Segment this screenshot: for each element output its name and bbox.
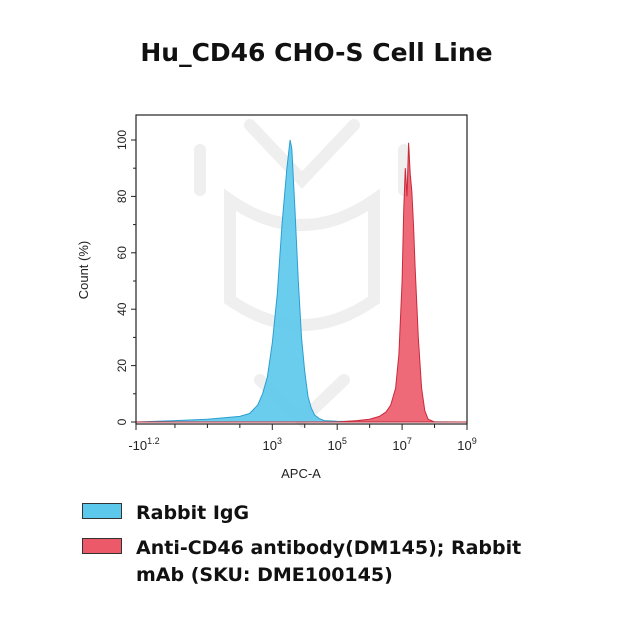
legend-label-igg: Rabbit IgG	[136, 502, 250, 524]
y-tick-label-0: 0	[115, 418, 129, 425]
plot-frame	[135, 114, 468, 425]
legend-swatch-igg	[82, 503, 122, 519]
chart-title: Hu_CD46 CHO-S Cell Line	[140, 38, 493, 67]
y-axis: 0 20 40 60 80 100	[115, 130, 136, 425]
legend-item-rabbit-igg: Rabbit IgG	[82, 500, 249, 527]
legend-swatch-anti-cd46	[82, 538, 122, 554]
x-axis-label: APC-A	[281, 466, 321, 481]
y-tick-label-40: 40	[115, 302, 129, 316]
x-tick-label-4: 109	[457, 436, 476, 453]
legend-label-anti-cd46: Anti-CD46 antibody(DM145); Rabbit mAb (S…	[136, 537, 522, 586]
y-tick-label-100: 100	[115, 130, 129, 150]
x-tick-label-3: 107	[392, 436, 411, 453]
series-area-1	[136, 142, 467, 423]
x-tick-label-0: -101.2	[128, 436, 159, 453]
x-tick-label-2: 105	[327, 436, 346, 453]
x-tick-label-1: 103	[263, 436, 282, 453]
series-area-0	[135, 139, 468, 423]
y-tick-label-80: 80	[115, 189, 129, 203]
watermark-logo	[194, 119, 410, 429]
legend-item-anti-cd46: Anti-CD46 antibody(DM145); Rabbit mAb (S…	[82, 535, 552, 589]
y-axis-label: Count (%)	[76, 241, 91, 300]
x-axis: -101.2 103 105 107 109	[128, 424, 477, 453]
y-tick-label-20: 20	[115, 359, 129, 373]
y-tick-label-60: 60	[115, 246, 129, 260]
